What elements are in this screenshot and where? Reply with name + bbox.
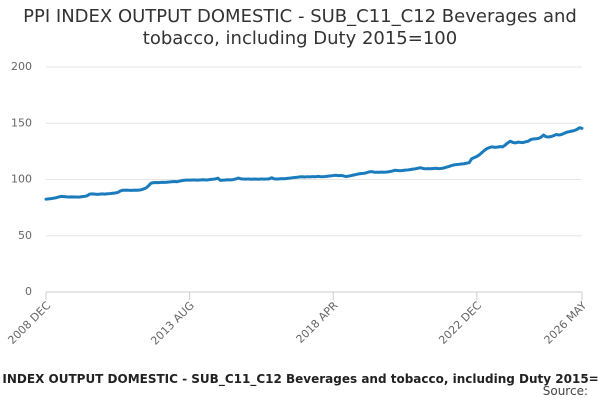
x-tick-label: 2018 APR xyxy=(294,299,341,346)
x-tick-label: 2008 DEC xyxy=(5,299,53,347)
y-tick-label: 150 xyxy=(11,116,32,129)
source-label: Source: xyxy=(542,384,588,398)
chart-title: PPI INDEX OUTPUT DOMESTIC - SUB_C11_C12 … xyxy=(23,6,577,49)
x-tick-label: 2013 AUG xyxy=(148,299,197,348)
y-tick-label: 100 xyxy=(11,173,32,186)
y-tick-label: 200 xyxy=(11,60,32,73)
x-tick-label: 2022 DEC xyxy=(436,299,484,347)
y-tick-label: 50 xyxy=(18,229,32,242)
x-tick-label: 2026 MAY xyxy=(542,299,590,347)
data-line xyxy=(44,126,584,201)
y-tick-label: 0 xyxy=(25,285,32,298)
chart-caption: PPI INDEX OUTPUT DOMESTIC - SUB_C11_C12 … xyxy=(0,372,600,386)
